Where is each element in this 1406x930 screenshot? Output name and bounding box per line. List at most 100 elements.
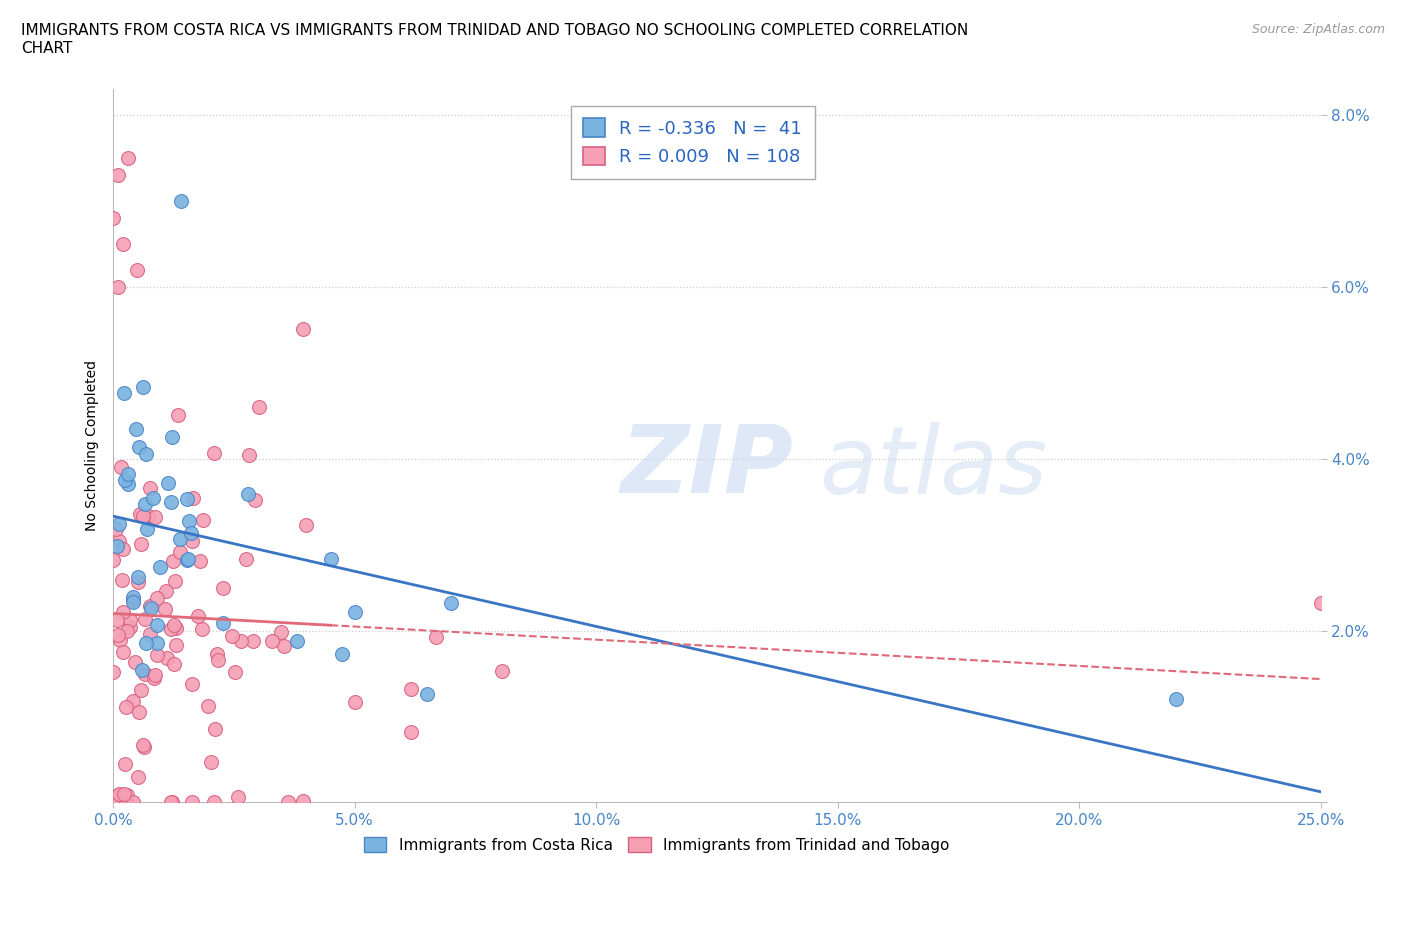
Point	[127, 569, 149, 584]
Point	[292, 793, 315, 808]
Point	[110, 795, 132, 810]
Point	[115, 795, 138, 810]
Point	[135, 635, 157, 650]
Point	[108, 534, 131, 549]
Point	[105, 538, 128, 553]
Point	[134, 497, 156, 512]
Point	[139, 598, 162, 613]
Point	[122, 594, 145, 609]
Point	[129, 683, 152, 698]
Point	[121, 795, 143, 810]
Point	[124, 655, 146, 670]
Point	[160, 795, 183, 810]
Point	[138, 481, 160, 496]
Point	[190, 622, 212, 637]
Point	[181, 534, 204, 549]
Point	[170, 193, 193, 208]
Point	[221, 629, 243, 644]
Point	[343, 694, 366, 709]
Point	[212, 581, 235, 596]
Point	[155, 584, 177, 599]
Point	[207, 653, 229, 668]
Point	[163, 574, 186, 589]
Point	[200, 754, 222, 769]
Point	[118, 613, 141, 628]
Point	[115, 699, 138, 714]
Point	[111, 541, 134, 556]
Point	[107, 167, 129, 182]
Point	[135, 446, 157, 461]
Text: IMMIGRANTS FROM COSTA RICA VS IMMIGRANTS FROM TRINIDAD AND TOBAGO NO SCHOOLING C: IMMIGRANTS FROM COSTA RICA VS IMMIGRANTS…	[21, 23, 969, 56]
Point	[177, 551, 200, 566]
Point	[142, 490, 165, 505]
Point	[111, 236, 134, 251]
Point	[165, 620, 187, 635]
Point	[132, 740, 155, 755]
Point	[141, 601, 163, 616]
Point	[117, 467, 139, 482]
Point	[247, 399, 270, 414]
Point	[197, 698, 219, 713]
Point	[122, 694, 145, 709]
Point	[143, 667, 166, 682]
Point	[132, 508, 155, 523]
Y-axis label: No Schooling Completed: No Schooling Completed	[86, 361, 100, 531]
Point	[159, 621, 181, 636]
Point	[115, 623, 138, 638]
Point	[285, 633, 308, 648]
Point	[224, 665, 246, 680]
Point	[191, 513, 214, 528]
Point	[111, 573, 134, 588]
Point	[177, 514, 200, 529]
Point	[134, 667, 156, 682]
Text: ZIP: ZIP	[620, 421, 793, 513]
Point	[1164, 692, 1187, 707]
Point	[155, 650, 177, 665]
Point	[245, 493, 267, 508]
Point	[128, 506, 150, 521]
Point	[107, 628, 129, 643]
Point	[105, 613, 128, 628]
Point	[162, 553, 184, 568]
Point	[181, 491, 204, 506]
Point	[330, 646, 353, 661]
Point	[188, 553, 211, 568]
Point	[180, 525, 202, 540]
Point	[117, 477, 139, 492]
Point	[212, 616, 235, 631]
Point	[273, 639, 295, 654]
Point	[235, 551, 257, 566]
Point	[146, 618, 169, 633]
Point	[132, 737, 155, 752]
Point	[226, 790, 249, 804]
Point	[112, 644, 135, 659]
Point	[343, 604, 366, 619]
Point	[169, 532, 191, 547]
Point	[121, 592, 143, 607]
Point	[112, 605, 135, 620]
Point	[242, 633, 264, 648]
Point	[187, 608, 209, 623]
Point	[135, 521, 157, 536]
Point	[127, 770, 149, 785]
Point	[105, 795, 128, 810]
Point	[166, 638, 188, 653]
Point	[169, 545, 191, 560]
Point	[143, 510, 166, 525]
Point	[128, 440, 150, 455]
Point	[155, 602, 177, 617]
Text: atlas: atlas	[820, 422, 1047, 512]
Point	[145, 591, 167, 605]
Point	[118, 619, 141, 634]
Point	[399, 724, 422, 739]
Point	[440, 596, 463, 611]
Point	[416, 686, 439, 701]
Point	[204, 721, 226, 736]
Point	[146, 635, 169, 650]
Point	[103, 552, 125, 567]
Point	[295, 518, 318, 533]
Point	[131, 379, 153, 394]
Point	[1309, 595, 1331, 610]
Point	[292, 321, 315, 336]
Point	[260, 634, 283, 649]
